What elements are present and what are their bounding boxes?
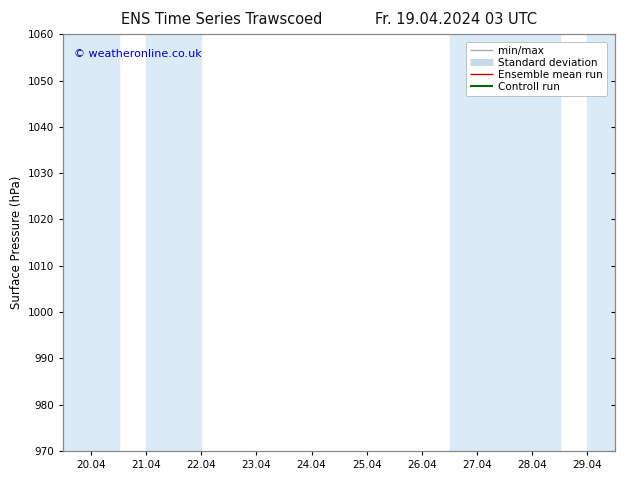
Text: © weatheronline.co.uk: © weatheronline.co.uk (74, 49, 202, 59)
Text: Fr. 19.04.2024 03 UTC: Fr. 19.04.2024 03 UTC (375, 12, 538, 27)
Bar (63, 34, 119, 451)
Y-axis label: Surface Pressure (hPa): Surface Pressure (hPa) (10, 176, 23, 309)
Bar (450, 34, 505, 451)
Bar (505, 34, 560, 451)
Bar (588, 34, 615, 451)
Bar (146, 34, 202, 451)
Text: ENS Time Series Trawscoed: ENS Time Series Trawscoed (121, 12, 323, 27)
Legend: min/max, Standard deviation, Ensemble mean run, Controll run: min/max, Standard deviation, Ensemble me… (466, 42, 607, 96)
